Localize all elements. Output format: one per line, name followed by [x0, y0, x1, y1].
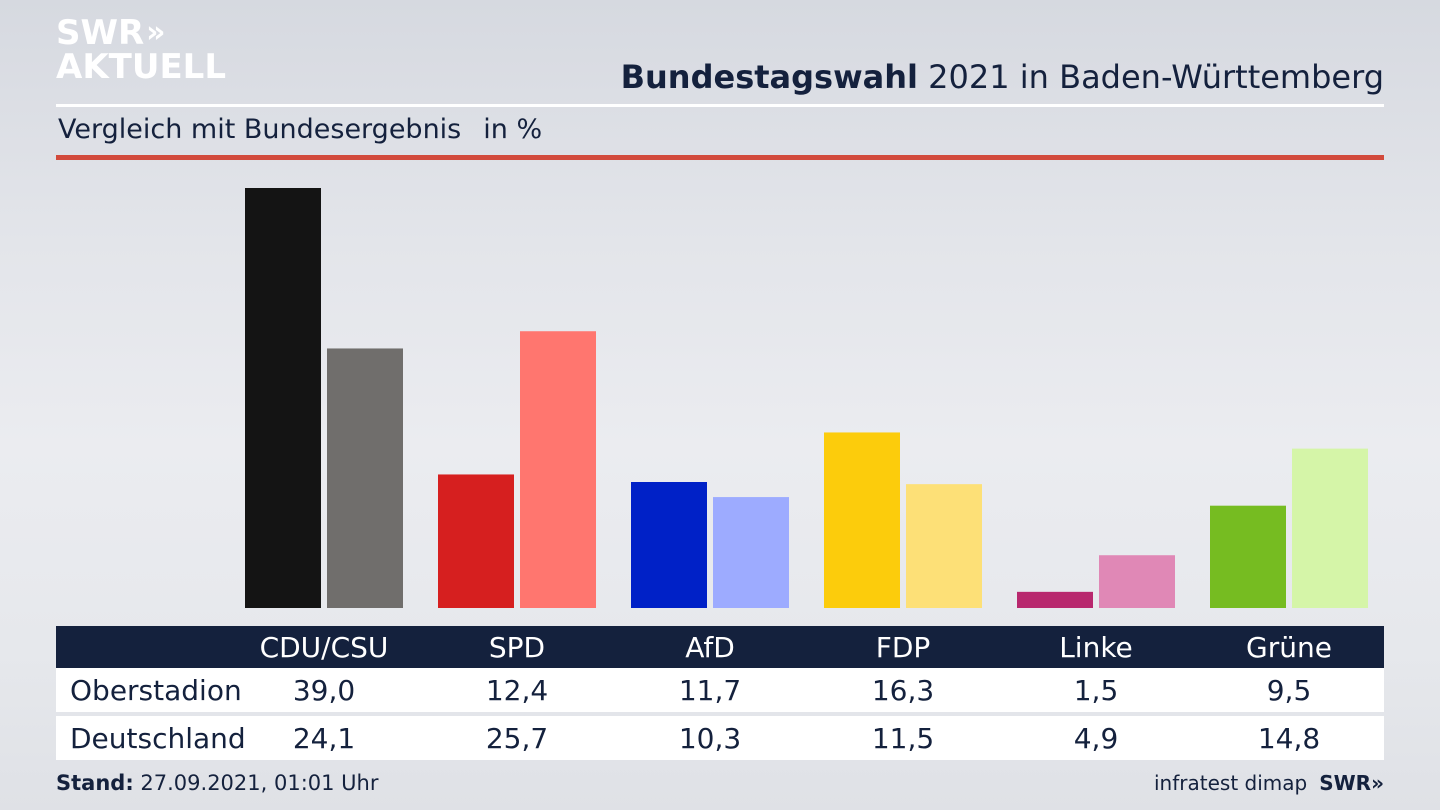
table-cell: 9,5 — [1266, 673, 1312, 707]
column-header: FDP — [875, 630, 931, 664]
table-cell: 25,7 — [485, 721, 549, 755]
table-cell: 24,1 — [292, 721, 356, 755]
table-header: CDU/CSU SPD AfD FDP Linke Grüne — [56, 626, 1384, 668]
timestamp: Stand: 27.09.2021, 01:01 Uhr — [56, 771, 379, 795]
table-row-deutschland: Deutschland 24,1 25,7 10,3 11,5 4,9 14,8 — [56, 716, 1384, 760]
column-header: SPD — [488, 630, 546, 664]
table-cell: 39,0 — [292, 673, 356, 707]
column-header: Linke — [1059, 630, 1133, 664]
table-cell: 11,7 — [678, 673, 742, 707]
subtitle-divider — [56, 155, 1384, 160]
bar-linke-deutschland — [1099, 555, 1175, 608]
bar-afd-deutschland — [713, 497, 789, 608]
results-table: CDU/CSU SPD AfD FDP Linke Grüne Oberstadion 3… — [56, 626, 1384, 760]
bar-spd-deutschland — [520, 331, 596, 608]
bar-fdp-deutschland — [906, 484, 982, 608]
stand-value: 27.09.2021, 01:01 Uhr — [133, 771, 379, 795]
bar-afd-oberstadion — [631, 482, 707, 608]
bar-spd-oberstadion — [438, 474, 514, 608]
column-header: Grüne — [1246, 630, 1332, 664]
title-rest: 2021 in Baden-Württemberg — [917, 58, 1384, 96]
subtitle-text: Vergleich mit Bundesergebnis — [58, 114, 462, 145]
row-label: Oberstadion — [70, 673, 242, 707]
unit-label: in % — [483, 114, 543, 145]
bar-cdu-csu-deutschland — [327, 348, 403, 608]
row-label: Deutschland — [70, 721, 246, 755]
table-row-oberstadion: Oberstadion 39,0 12,4 11,7 16,3 1,5 9,5 — [56, 668, 1384, 712]
title-divider — [56, 104, 1384, 107]
chart-title: Bundestagswahl 2021 in Baden-Württemberg — [621, 58, 1384, 96]
bar-cdu-csu-oberstadion — [245, 188, 321, 608]
column-header: AfD — [685, 630, 735, 664]
chart-subtitle: Vergleich mit Bundesergebnis in % — [58, 114, 542, 145]
column-header: CDU/CSU — [259, 630, 389, 664]
table-cell: 4,9 — [1073, 721, 1119, 755]
title-bold: Bundestagswahl — [620, 58, 918, 96]
table-cell: 12,4 — [485, 673, 549, 707]
swr-brand-logo: SWR» — [1319, 771, 1384, 795]
source-credit: infratest dimap SWR» — [1154, 771, 1384, 795]
bar-gr-ne-oberstadion — [1210, 505, 1286, 608]
swr-aktuell-logo: SWR» AKTUELL — [56, 13, 227, 87]
table-cell: 1,5 — [1073, 673, 1119, 707]
bar-gr-ne-deutschland — [1292, 448, 1368, 608]
table-cell: 11,5 — [871, 721, 935, 755]
logo-line1: SWR — [56, 13, 145, 53]
source-label: infratest dimap — [1154, 771, 1308, 795]
table-cell: 14,8 — [1257, 721, 1321, 755]
table-cell: 10,3 — [678, 721, 742, 755]
bar-fdp-oberstadion — [824, 432, 900, 608]
table-cell: 16,3 — [871, 673, 935, 707]
bar-linke-oberstadion — [1017, 591, 1093, 608]
logo-line2: AKTUELL — [56, 47, 227, 87]
stand-label: Stand: — [56, 771, 134, 795]
